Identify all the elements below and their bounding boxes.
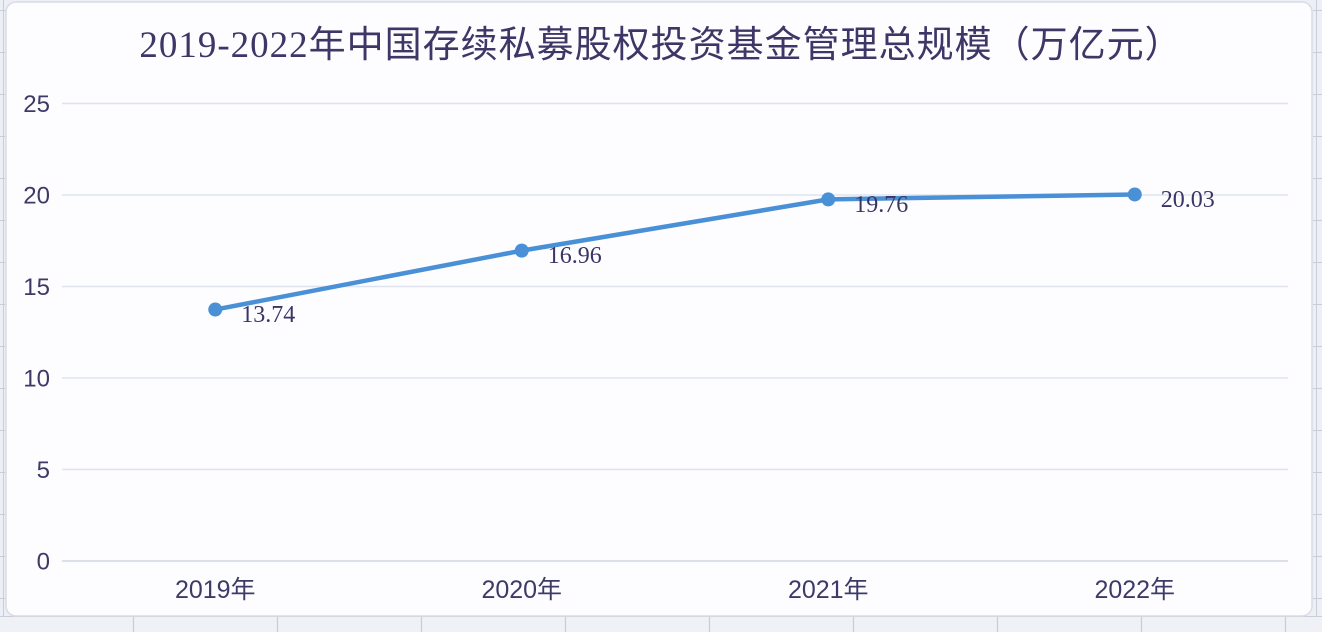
data-point-label: 16.96 [548, 243, 602, 269]
data-point-marker[interactable] [821, 192, 836, 207]
y-axis-tick-label: 15 [23, 274, 50, 301]
x-axis-category-label: 2022年 [1094, 576, 1175, 604]
y-axis-tick-label: 5 [37, 457, 50, 484]
x-axis-category-label: 2019年 [175, 576, 256, 604]
data-point-label: 19.76 [854, 192, 908, 218]
data-point-label: 20.03 [1161, 187, 1215, 213]
sheet-bottom-row [0, 617, 1322, 632]
data-point-label: 13.74 [241, 302, 295, 328]
x-axis-category-label: 2020年 [481, 576, 562, 604]
y-axis-tick-label: 20 [23, 182, 50, 209]
series-line [213, 192, 1137, 312]
chart-object-frame[interactable] [5, 1, 1313, 617]
x-axis-category-label: 2021年 [788, 576, 869, 604]
y-axis-tick-label: 0 [37, 548, 50, 575]
data-point-marker[interactable] [1127, 187, 1142, 202]
y-axis-tick-label: 10 [23, 365, 50, 392]
y-axis-tick-label: 25 [23, 91, 50, 118]
chart-title[interactable]: 2019-2022年中国存续私募股权投资基金管理总规模（万亿元） [139, 25, 1183, 66]
data-point-marker[interactable] [208, 302, 223, 317]
data-point-marker[interactable] [514, 243, 529, 258]
